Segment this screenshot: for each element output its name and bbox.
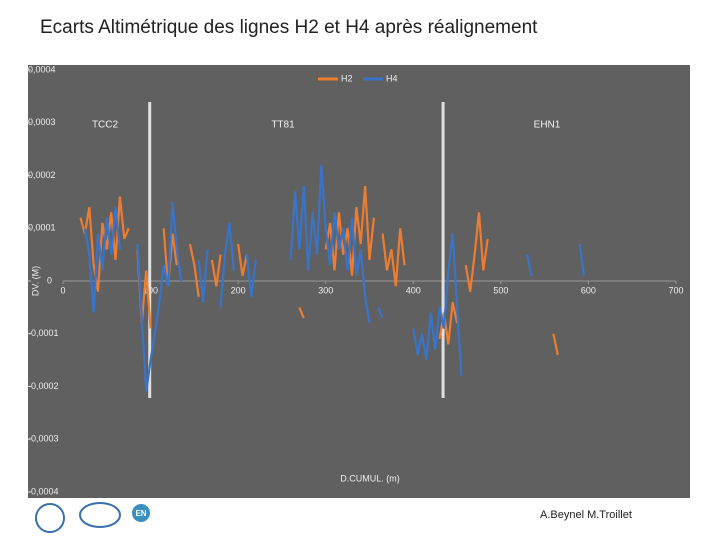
x-tick-label: 0 [60,285,65,295]
y-tick-label: 0,0004 [28,64,56,74]
series-line [245,254,257,297]
annotation: TT81 [271,120,295,131]
logo-60 [79,502,121,528]
x-tick-label: 300 [318,285,333,295]
slide-title: Ecarts Altimétrique des lignes H2 et H4 … [40,17,538,38]
series-line [237,243,248,276]
chart: -0,0004 -0,0003 -0,0002 -0,0001 0 0,0001 0,000… [28,64,684,496]
y-tick-label: -0,0001 [28,328,59,338]
series-line [219,222,235,308]
x-tick-label: 700 [668,285,683,295]
x-axis-label: D.CUMUL. (m) [340,473,400,483]
series-line [83,207,121,313]
footer-authors: A.Beynel M.Troillet [540,509,632,521]
x-tick-label: 400 [406,285,421,295]
x-tick-label: 500 [493,285,508,295]
series-line [188,243,200,297]
legend-label: H4 [386,73,398,83]
y-tick-label: 0,0001 [28,223,56,233]
series-line [578,243,586,276]
series-line [197,249,209,303]
series-line [464,212,489,292]
x-tick-label: 200 [231,285,246,295]
y-tick-label: -0,0003 [28,434,59,444]
series-line [381,228,406,287]
y-tick-label: -0,0002 [28,381,59,391]
series-line [298,306,305,319]
y-tick-label: 0 [47,275,52,285]
series-line [552,333,559,356]
series-line [412,233,463,376]
logos: EN [35,502,150,533]
logo-en [132,504,150,522]
series-line [526,254,533,276]
logo-text: EN [135,509,146,518]
annotation: EHN1 [534,120,561,131]
y-tick-label: 0,0002 [28,170,56,180]
y-tick-label: 0,0003 [28,117,56,127]
series-line [377,306,384,319]
logo-cern [35,503,65,533]
series-line [289,164,371,324]
series-line [210,254,222,287]
x-tick-label: 600 [581,285,596,295]
y-tick-label: -0,0004 [28,486,59,496]
y-axis-label: DV. (M) [30,266,40,296]
legend-label: H2 [341,73,353,83]
annotation: TCC2 [92,120,119,131]
series-line [136,201,183,392]
